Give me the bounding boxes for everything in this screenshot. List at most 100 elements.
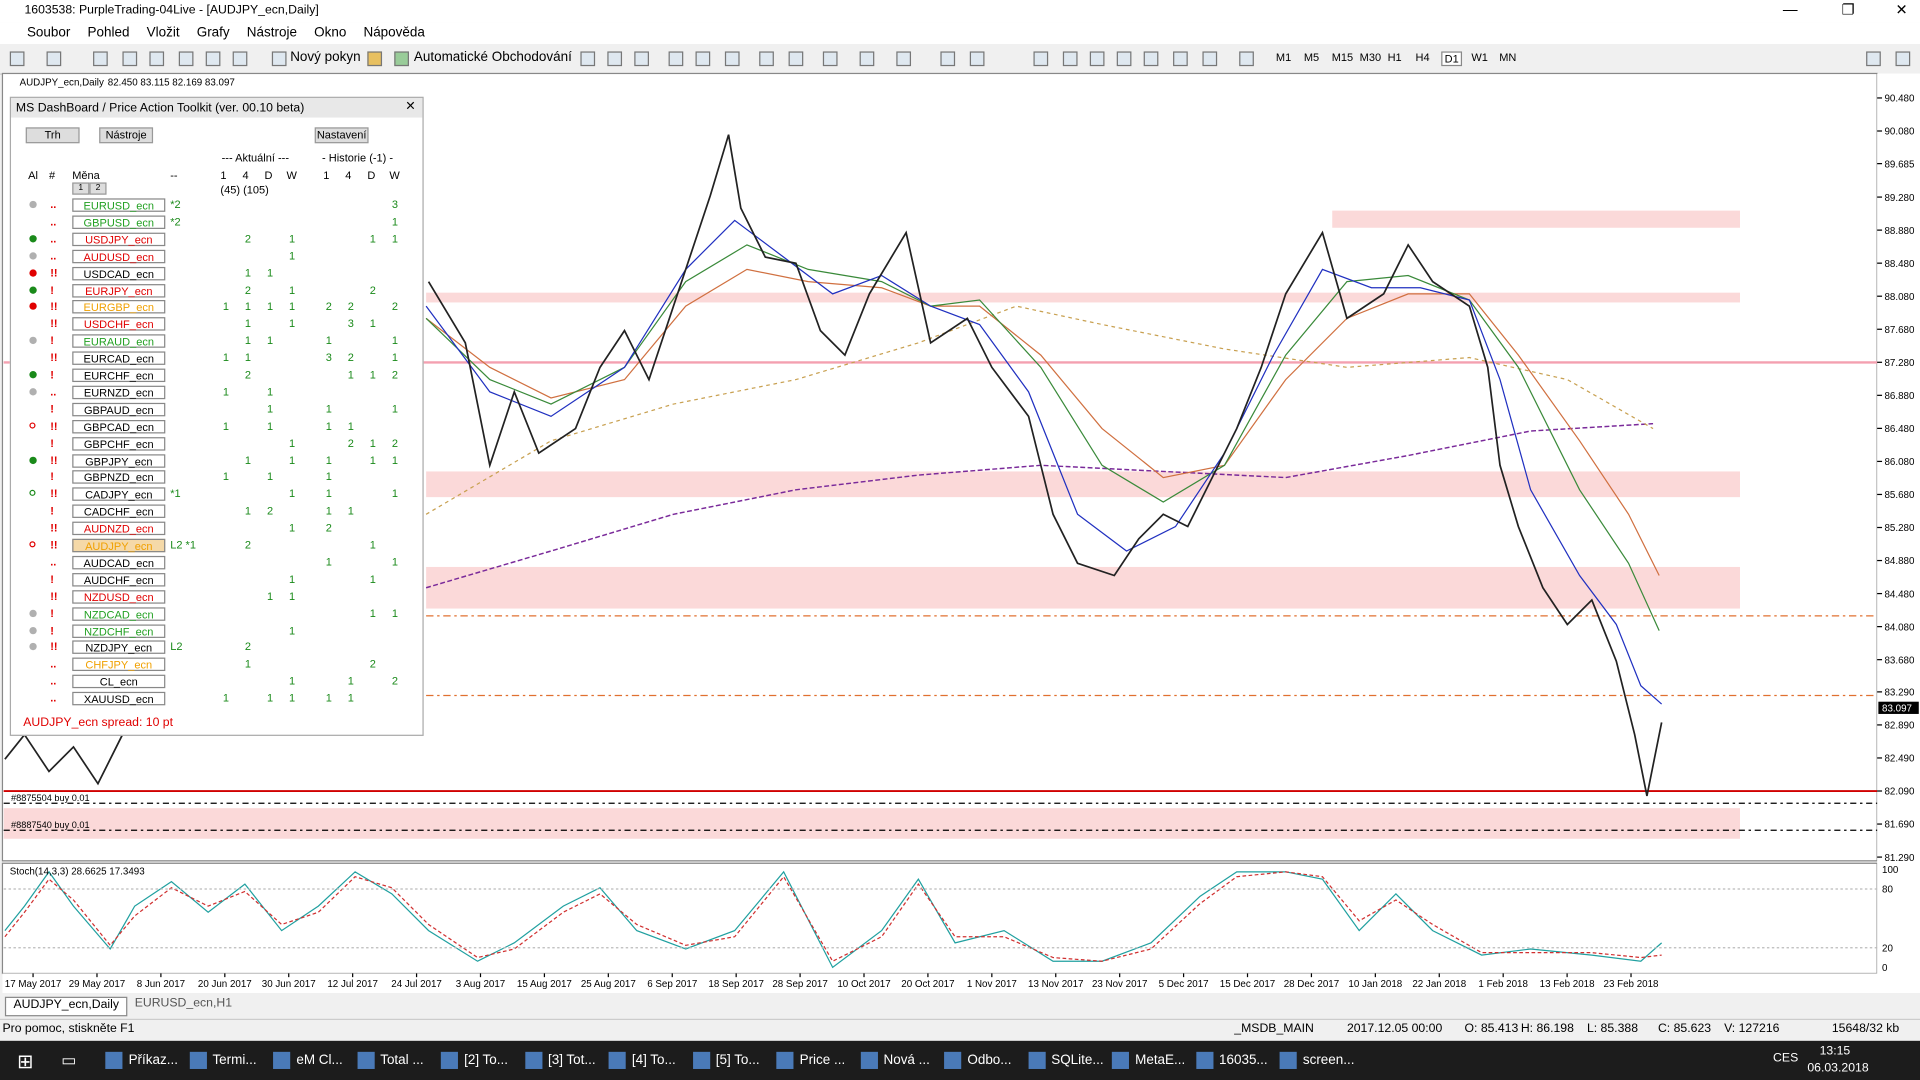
tool-icon[interactable] [822, 51, 838, 67]
close[interactable]: ✕ [1895, 1, 1908, 19]
tool-icon[interactable] [1866, 51, 1881, 67]
symbol-button[interactable]: CHFJPY_ecn [72, 657, 166, 672]
minimize[interactable]: — [1782, 1, 1798, 19]
taskbar-item[interactable]: Odbo... [944, 1047, 1022, 1074]
symbol-button[interactable]: NZDCAD_ecn [72, 606, 166, 621]
tool-icon[interactable] [149, 51, 165, 67]
timeframe-button[interactable]: W1 [1471, 51, 1488, 64]
dashboard-close[interactable]: ✕ [405, 100, 416, 114]
menu-item[interactable]: Nápověda [363, 25, 425, 41]
tool-icon[interactable] [1143, 51, 1159, 67]
sort-button[interactable]: 1 [72, 182, 90, 195]
tool-icon[interactable] [178, 51, 194, 67]
tool-icon[interactable] [634, 51, 649, 67]
taskbar-item[interactable]: Price ... [776, 1047, 854, 1074]
symbol-button[interactable]: GBPNZD_ecn [72, 470, 166, 485]
symbol-button[interactable]: XAUUSD_ecn [72, 691, 166, 706]
symbol-button[interactable]: EURCHF_ecn [72, 368, 166, 383]
menu-item[interactable]: Grafy [196, 25, 230, 41]
sort-button[interactable]: 2 [89, 182, 107, 195]
symbol-button[interactable]: GBPAUD_ecn [72, 402, 166, 417]
symbol-button[interactable]: NZDJPY_ecn [72, 640, 166, 655]
taskbar-item[interactable]: screen... [1279, 1047, 1358, 1074]
tool-icon[interactable] [271, 51, 287, 67]
dashboard-button[interactable]: Nastavení [314, 127, 369, 144]
taskbar-item[interactable]: [5] To... [692, 1047, 770, 1074]
tool-icon[interactable] [232, 51, 248, 67]
tool-icon[interactable] [759, 51, 774, 67]
tool-icon[interactable] [1062, 51, 1078, 67]
symbol-button[interactable]: EURGBP_ecn [72, 300, 166, 314]
chart-tab[interactable]: EURUSD_ecn,H1 [134, 996, 233, 1011]
taskbar-item[interactable]: MetaE... [1111, 1047, 1190, 1074]
maximize[interactable]: ❐ [1841, 1, 1855, 19]
taskbar-item[interactable]: [3] Tot... [524, 1047, 603, 1074]
taskbar-item[interactable]: eM Cl... [273, 1047, 351, 1074]
symbol-button[interactable]: EURCAD_ecn [72, 351, 166, 366]
tool-icon[interactable] [205, 51, 221, 67]
tool-icon[interactable] [1033, 51, 1049, 67]
symbol-button[interactable]: USDJPY_ecn [72, 232, 166, 246]
tool-icon[interactable] [695, 51, 711, 67]
timeframe-button[interactable]: H4 [1415, 51, 1430, 64]
symbol-button[interactable]: NZDUSD_ecn [72, 589, 166, 604]
taskbar-item[interactable]: [4] To... [608, 1047, 687, 1074]
tool-icon[interactable] [122, 51, 138, 67]
symbol-button[interactable]: GBPCHF_ecn [72, 436, 166, 451]
taskbar-item[interactable]: Příkaz... [105, 1047, 183, 1074]
menu-item[interactable]: Okno [314, 25, 347, 41]
chart-tab[interactable]: AUDJPY_ecn,Daily [4, 996, 128, 1017]
menu-item[interactable]: Vložit [146, 25, 180, 41]
tool-icon[interactable] [367, 51, 383, 67]
new-order-button[interactable]: Nový pokyn [290, 50, 361, 65]
tool-icon[interactable] [394, 51, 409, 67]
symbol-button[interactable]: EURNZD_ecn [72, 385, 166, 400]
symbol-button[interactable]: USDCHF_ecn [72, 317, 166, 331]
symbol-button[interactable]: EURAUD_ecn [72, 334, 166, 348]
timeframe-button[interactable]: M15 [1331, 51, 1354, 64]
symbol-button[interactable]: USDCAD_ecn [72, 266, 166, 280]
timeframe-button[interactable]: M30 [1359, 51, 1382, 64]
auto-trading-button[interactable]: Automatické Obchodování [413, 50, 572, 65]
timeframe-button[interactable]: H1 [1387, 51, 1402, 64]
taskbar-item[interactable]: [2] To... [440, 1047, 519, 1074]
timeframe-button[interactable]: MN [1499, 51, 1517, 64]
tool-icon[interactable] [1116, 51, 1132, 67]
tool-icon[interactable] [788, 51, 804, 67]
symbol-button[interactable]: GBPJPY_ecn [72, 453, 166, 468]
taskbar-item[interactable]: Termi... [189, 1047, 267, 1074]
tool-icon[interactable] [940, 51, 956, 67]
menu-item[interactable]: Pohled [87, 25, 130, 41]
timeframe-button[interactable]: M1 [1275, 51, 1292, 64]
symbol-button[interactable]: GBPCAD_ecn [72, 419, 166, 434]
menu-item[interactable]: Soubor [26, 25, 71, 41]
dashboard-button[interactable]: Nástroje [99, 127, 154, 144]
symbol-button[interactable]: GBPUSD_ecn [72, 215, 166, 229]
symbol-button[interactable]: CL_ecn [72, 674, 166, 689]
tool-icon[interactable] [969, 51, 985, 67]
tool-icon[interactable] [859, 51, 875, 67]
taskbar-item[interactable]: Nová ... [860, 1047, 938, 1074]
taskbar-item[interactable]: 16035... [1195, 1047, 1274, 1074]
symbol-button[interactable]: AUDJPY_ecn [72, 538, 166, 553]
taskbar-item[interactable]: SQLite... [1027, 1047, 1106, 1074]
tool-icon[interactable] [46, 51, 62, 67]
symbol-button[interactable]: AUDUSD_ecn [72, 249, 166, 263]
tool-icon[interactable] [9, 51, 25, 67]
task-view[interactable]: ▭ [61, 1050, 77, 1069]
taskbar-item[interactable]: Total ... [356, 1047, 435, 1074]
menu-item[interactable]: Nástroje [246, 25, 297, 41]
tool-icon[interactable] [668, 51, 684, 67]
symbol-button[interactable]: AUDNZD_ecn [72, 521, 166, 536]
symbol-button[interactable]: NZDCHF_ecn [72, 623, 166, 638]
start-button[interactable]: ⊞ [17, 1051, 34, 1073]
timeframe-button[interactable]: M5 [1303, 51, 1320, 64]
timeframe-button[interactable]: D1 [1440, 51, 1463, 67]
tool-icon[interactable] [93, 51, 108, 67]
tool-icon[interactable] [1089, 51, 1105, 67]
symbol-button[interactable]: AUDCHF_ecn [72, 572, 166, 587]
symbol-button[interactable]: EURJPY_ecn [72, 283, 166, 297]
tool-icon[interactable] [724, 51, 740, 67]
tool-icon[interactable] [896, 51, 912, 67]
tool-icon[interactable] [607, 51, 623, 67]
